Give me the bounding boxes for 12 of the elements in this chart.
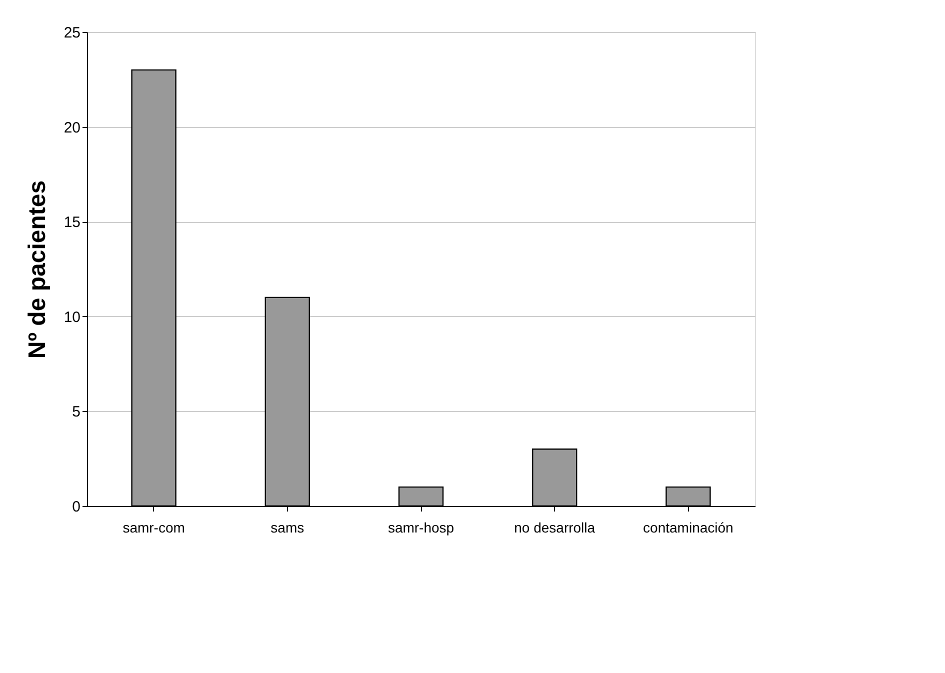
y-axis-title: Nº de pacientes: [24, 180, 51, 359]
x-tick-label: contaminación: [643, 520, 734, 536]
x-tick-label: no desarrolla: [514, 520, 596, 536]
x-tick-label: samr-com: [122, 520, 185, 536]
x-tick-label: sams: [270, 520, 304, 536]
y-tick-label: 20: [64, 119, 80, 136]
x-tick-label: samr-hosp: [388, 520, 454, 536]
y-tick-label: 10: [64, 308, 80, 326]
y-tick-label: 25: [64, 24, 80, 42]
y-tick-label: 15: [64, 214, 80, 232]
y-tick-label: 0: [72, 498, 80, 516]
y-tick-label: 5: [72, 404, 80, 421]
